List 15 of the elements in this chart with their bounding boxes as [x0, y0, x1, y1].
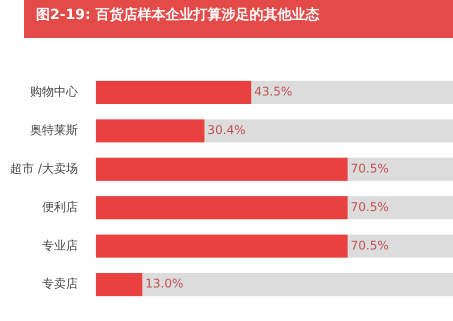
y-tick-label: 超市 /大卖场: [10, 161, 78, 176]
data-label: 13.0%: [145, 276, 184, 291]
y-tick-label: 奥特莱斯: [30, 122, 78, 137]
data-label: 70.5%: [350, 200, 389, 214]
y-tick-label: 购物中心: [30, 84, 78, 99]
data-label: 70.5%: [350, 238, 389, 252]
y-tick-label: 便利店: [42, 200, 78, 214]
bar: [96, 273, 142, 296]
y-tick-label: 专卖店: [42, 276, 78, 291]
data-label: 43.5%: [254, 84, 292, 99]
bar: [96, 119, 204, 142]
chart-title: 图2-19: 百货店样本企业打算涉足的其他业态: [24, 0, 453, 38]
data-label: 30.4%: [207, 122, 246, 137]
y-tick-label: 专业店: [42, 238, 78, 252]
data-label: 70.5%: [350, 161, 389, 176]
